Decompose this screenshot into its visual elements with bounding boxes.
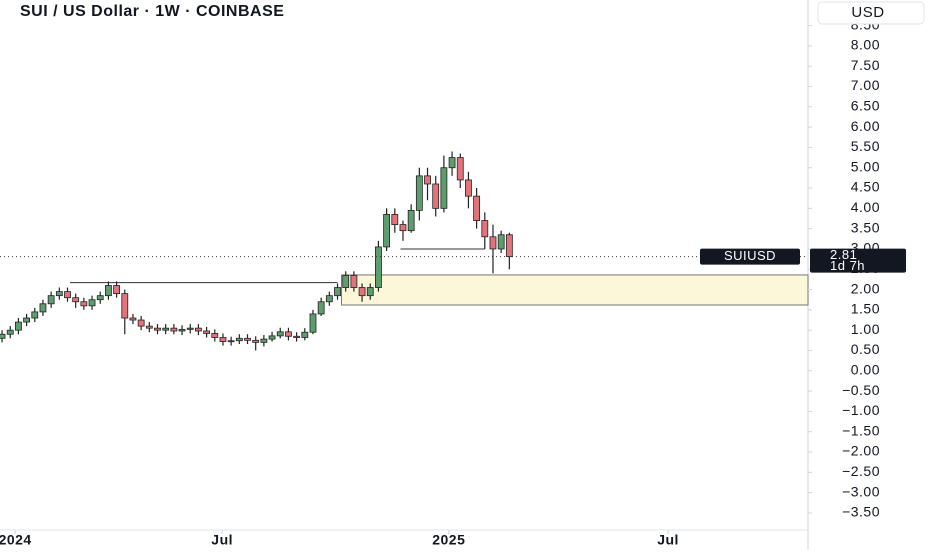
y-tick-label: −2.00 xyxy=(842,443,880,459)
y-tick-label: 1.50 xyxy=(851,301,880,317)
candle-body xyxy=(113,285,120,295)
candle-body xyxy=(285,331,292,337)
x-tick-label: 2024 xyxy=(0,532,32,548)
y-tick-label: 2.00 xyxy=(851,280,880,296)
y-tick-label: 4.50 xyxy=(851,179,880,195)
candle-body xyxy=(358,287,366,297)
y-tick-label: 4.00 xyxy=(851,199,880,215)
candle-body xyxy=(342,274,350,288)
candle-body xyxy=(211,333,219,338)
candle-body xyxy=(391,214,399,225)
price-tag xyxy=(810,248,906,273)
candle-body xyxy=(0,333,6,339)
candle-body xyxy=(456,157,464,181)
countdown-label: 1d 7h xyxy=(830,258,865,273)
candle-body xyxy=(505,234,513,258)
candle-body xyxy=(72,297,80,303)
candle-body xyxy=(96,295,104,301)
x-tick-label: 2025 xyxy=(432,532,465,548)
candle-body xyxy=(6,329,14,335)
candle-body xyxy=(47,295,55,305)
candle-body xyxy=(23,317,30,323)
y-tick-label: 7.50 xyxy=(851,57,880,73)
candle-body xyxy=(424,175,431,185)
price-tag-label: 2.81 xyxy=(830,247,857,262)
candle-body xyxy=(80,301,88,307)
chart-title: SUI / US Dollar · 1W · COINBASE xyxy=(20,3,284,20)
candle-body xyxy=(440,167,448,209)
y-tick-label: 6.00 xyxy=(851,118,880,134)
candle-body xyxy=(244,337,251,341)
candle-body xyxy=(252,339,260,343)
y-tick-label: 5.50 xyxy=(851,138,880,154)
candle-body xyxy=(293,335,301,338)
candle-body xyxy=(235,337,243,342)
candle-body xyxy=(383,214,391,248)
candle-body xyxy=(317,301,325,315)
candle-body xyxy=(350,274,358,288)
candle-body xyxy=(178,328,186,332)
y-tick-label: −1.00 xyxy=(842,402,880,418)
candle-body xyxy=(301,331,309,338)
y-tick-label: −0.50 xyxy=(842,382,880,398)
candle-body xyxy=(121,293,129,319)
candle-body xyxy=(334,287,341,297)
candle-body xyxy=(162,327,170,331)
y-tick-label: 0.00 xyxy=(851,362,880,378)
candle-body xyxy=(399,224,407,232)
y-tick-label: 6.50 xyxy=(851,98,880,114)
candle-body xyxy=(64,291,71,299)
currency-button[interactable] xyxy=(817,1,925,25)
candle-body xyxy=(432,183,440,209)
candle-body xyxy=(276,331,284,337)
y-tick-label: 5.00 xyxy=(851,158,880,174)
x-tick-label: Jul xyxy=(657,532,679,548)
candle-body xyxy=(39,303,47,313)
y-tick-label: 3.50 xyxy=(851,219,880,235)
candle-body xyxy=(260,338,268,343)
candle-body xyxy=(137,319,145,327)
y-tick-label: 1.00 xyxy=(851,321,880,337)
candle-body xyxy=(88,299,96,307)
y-tick-label: −2.50 xyxy=(842,463,880,479)
candle-body xyxy=(489,236,497,250)
candle-body xyxy=(268,335,276,340)
candle-body xyxy=(407,209,415,232)
candle-body xyxy=(309,313,317,333)
candle-body xyxy=(105,285,112,297)
candle-body xyxy=(473,195,481,221)
candle-body xyxy=(195,327,202,332)
candle-body xyxy=(481,220,489,238)
candle-body xyxy=(31,311,39,319)
symbol-label: SUIUSD xyxy=(724,248,776,263)
y-tick-label: 7.00 xyxy=(851,77,880,93)
currency-label[interactable]: USD xyxy=(851,4,884,21)
y-tick-label: 8.00 xyxy=(851,37,880,53)
candle-body xyxy=(129,317,137,321)
candle-body xyxy=(203,330,211,334)
candle-body xyxy=(219,337,227,342)
candle-body xyxy=(145,325,153,329)
candle-body xyxy=(55,291,63,297)
candle-body xyxy=(325,295,333,303)
candle-body xyxy=(465,179,472,197)
y-tick-label: −3.50 xyxy=(842,504,880,520)
candle-body xyxy=(15,321,22,331)
symbol-tag xyxy=(700,248,800,265)
candle-body xyxy=(497,234,505,250)
candle-body xyxy=(186,327,194,330)
candle-body xyxy=(415,175,423,211)
y-tick-label: −3.00 xyxy=(842,483,880,499)
candle-body xyxy=(227,340,235,343)
candle-body xyxy=(375,246,382,288)
candle-body xyxy=(170,327,178,332)
candle-body xyxy=(448,157,456,169)
y-tick-label: 0.50 xyxy=(851,341,880,357)
candle-body xyxy=(366,287,374,297)
y-tick-label: −1.50 xyxy=(842,422,880,438)
x-tick-label: Jul xyxy=(211,532,233,548)
zone xyxy=(341,274,809,306)
candle-body xyxy=(154,327,161,331)
